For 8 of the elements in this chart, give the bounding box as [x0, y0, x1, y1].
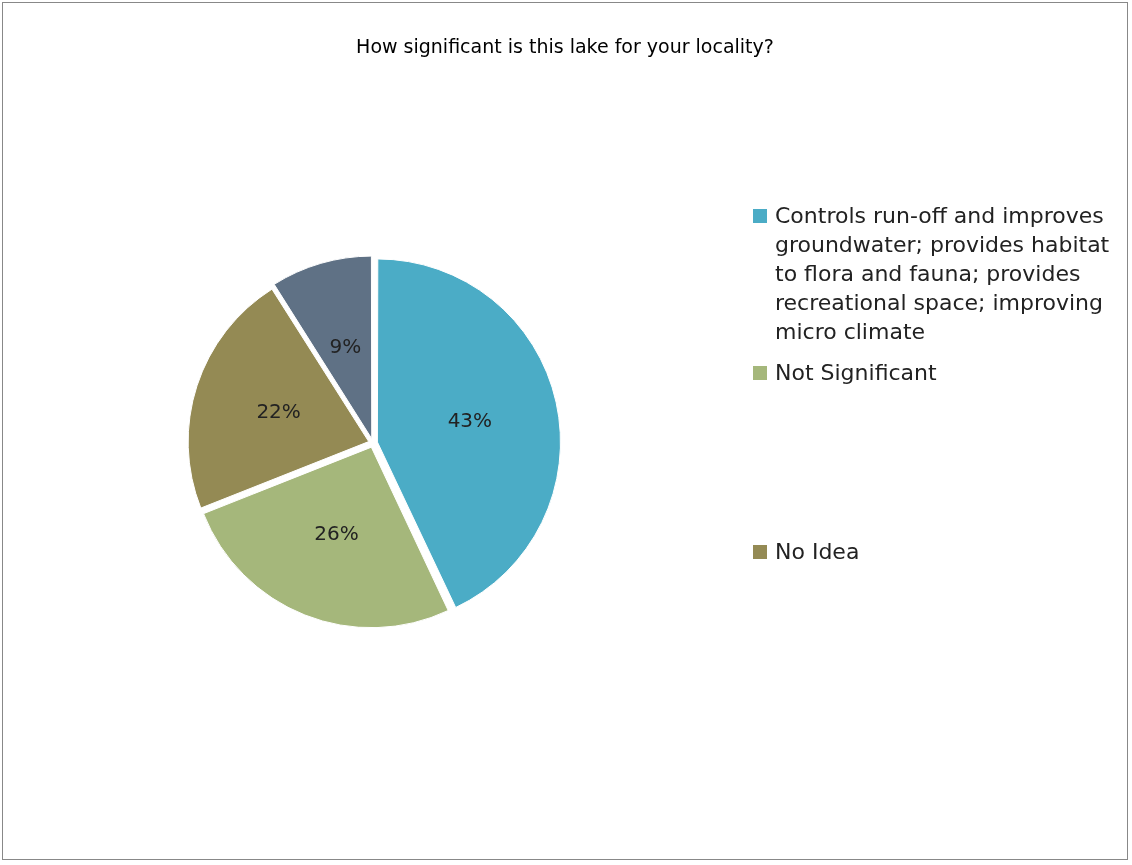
legend-label: Controls run-off and improves groundwater; provides habitat to flora and fauna; provides recreational space; improving micro climate [775, 202, 1111, 346]
legend-label: Not Significant [775, 359, 937, 387]
data-label: 22% [256, 398, 301, 423]
data-label: 26% [314, 521, 359, 546]
data-label: 43% [447, 407, 493, 432]
data-label: 9% [329, 333, 362, 358]
legend-label: No Idea [775, 538, 860, 566]
chart-title: How significant is this lake for your locality? [355, 35, 775, 57]
